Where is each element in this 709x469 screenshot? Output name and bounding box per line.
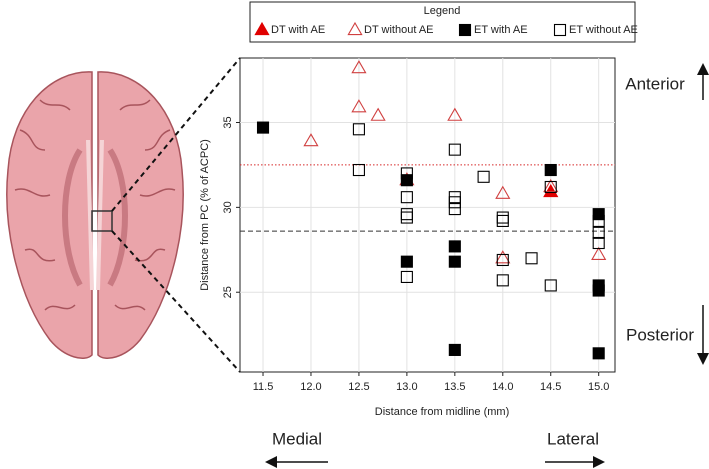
scatter-point: [256, 121, 270, 134]
scatter-point: [495, 185, 511, 199]
scatter-point: [544, 180, 557, 194]
y-tick-label: 25: [222, 286, 234, 298]
scatter-point: [448, 203, 461, 216]
y-axis-label: Distance from PC (% of ACPC): [199, 139, 211, 291]
scatter-point: [592, 208, 605, 221]
scatter-point: [400, 211, 413, 224]
scatter-point: [591, 246, 607, 260]
scatter-point: [448, 143, 461, 156]
scatter-point: [495, 250, 511, 264]
annotation: Lateral: [547, 429, 599, 448]
zoom-line: [111, 57, 241, 212]
scatter-point: [592, 347, 605, 360]
x-axis-label: Distance from midline (mm): [375, 406, 509, 418]
legend-title: Legend: [424, 5, 461, 17]
legend-label: DT with AE: [271, 24, 325, 36]
scatter-point: [351, 60, 367, 74]
x-tick-label: 13.5: [444, 381, 465, 393]
scatter-point: [543, 178, 559, 193]
x-tick-label: 12.5: [348, 381, 369, 393]
legend-marker: [254, 21, 270, 36]
scatter-point: [592, 284, 605, 297]
y-tick-label: 35: [222, 116, 234, 128]
scatter-point: [303, 133, 319, 147]
scatter-point: [592, 214, 605, 227]
scatter-point: [543, 183, 559, 198]
brain-illustration: [6, 71, 184, 359]
x-tick-label: 14.0: [492, 381, 513, 393]
scatter-point: [447, 107, 463, 121]
legend-marker: [458, 23, 472, 37]
scatter-point: [544, 279, 557, 292]
scatter-point: [400, 270, 413, 284]
x-tick-label: 14.5: [540, 381, 561, 393]
scatter-point: [400, 167, 413, 180]
scatter-point: [370, 107, 386, 121]
scatter-point: [592, 226, 605, 239]
scatter-point: [448, 196, 461, 209]
scatter-point: [448, 255, 461, 268]
scatter-point: [352, 123, 365, 136]
scatter-point: [448, 240, 461, 253]
x-tick-label: 12.0: [300, 381, 321, 393]
plot-frame: [239, 57, 616, 373]
legend-label: DT without AE: [364, 24, 434, 36]
scatter-point: [496, 274, 509, 287]
scatter-point: [400, 255, 413, 268]
annotation: Anterior: [625, 74, 685, 93]
scatter-point: [477, 170, 490, 183]
legend-label: ET with AE: [474, 24, 528, 36]
legend-marker: [347, 21, 363, 36]
zoom-line: [111, 230, 241, 373]
scatter-point: [400, 191, 413, 204]
x-tick-label: 11.5: [253, 381, 274, 393]
annotation: Posterior: [626, 325, 694, 344]
x-tick-label: 15.0: [588, 381, 609, 393]
annotation: Medial: [272, 429, 322, 448]
x-tick-label: 13.0: [396, 381, 417, 393]
scatter-point: [352, 163, 365, 177]
scatter-point: [544, 163, 557, 177]
scatter-point: [448, 343, 461, 356]
scatter-point: [592, 236, 605, 250]
scatter-point: [400, 174, 413, 187]
legend-marker: [553, 23, 567, 37]
scatter-point: [496, 214, 509, 227]
legend-label: ET without AE: [569, 24, 638, 36]
y-tick-label: 30: [222, 201, 234, 213]
scatter-point: [496, 253, 509, 267]
scatter-point: [351, 99, 367, 113]
legend-box: [249, 1, 636, 43]
scatter-point: [525, 252, 538, 265]
